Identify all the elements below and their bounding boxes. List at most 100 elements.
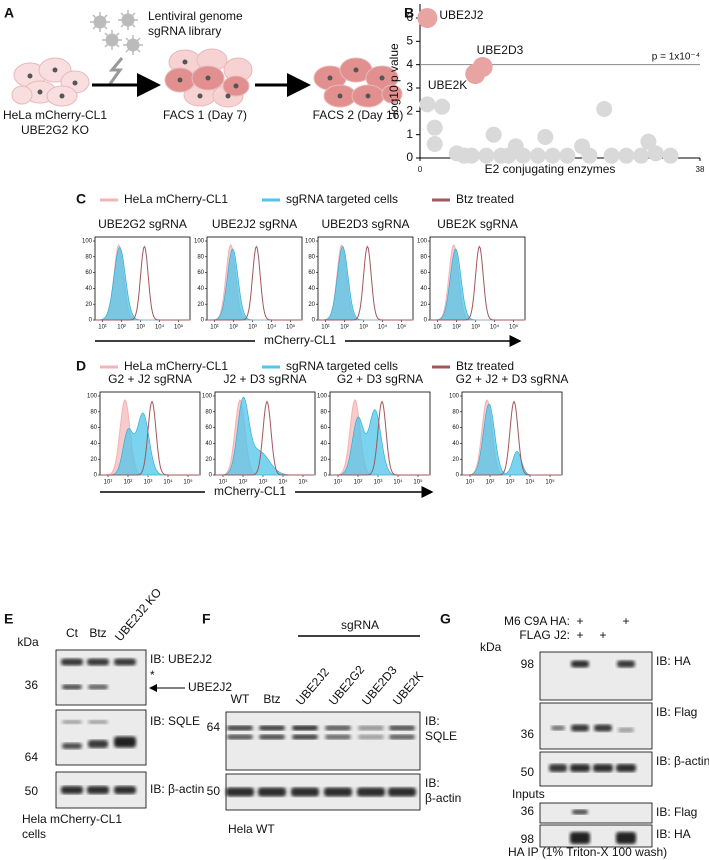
hist-x-tick-label: 10² xyxy=(486,480,495,486)
hist-x-tick-label: 10⁴ xyxy=(155,324,165,331)
hist-y-tick-label: 80 xyxy=(197,254,204,260)
label: IB: HA xyxy=(656,654,691,668)
kda-label: kDa xyxy=(17,635,39,649)
band xyxy=(258,787,286,797)
band xyxy=(259,725,285,731)
label: β-actin xyxy=(425,791,461,805)
legend-label: HeLa mCherry-CL1 xyxy=(124,359,228,373)
label-bg xyxy=(205,484,295,500)
hist-x-tick-label: 10² xyxy=(452,325,461,331)
y-axis-label: -log10 p value xyxy=(387,43,401,119)
hist-y-tick-label: 20 xyxy=(205,457,212,463)
label: Hela WT xyxy=(228,822,275,836)
histogram-curve xyxy=(330,400,430,476)
condition-label: FLAG J2: xyxy=(519,628,570,642)
legend-label: Btz treated xyxy=(456,359,514,373)
hist-x-tick-label: 10⁴ xyxy=(378,324,388,331)
label: HeLa mCherry-CL1 xyxy=(3,108,107,122)
hist-x-tick-label: 10¹ xyxy=(98,325,107,331)
hist-y-tick-label: 0 xyxy=(89,318,93,324)
hist-y-tick-label: 0 xyxy=(424,318,428,324)
label: IB: Flag xyxy=(656,805,697,819)
label: IB: β-actin xyxy=(656,754,709,768)
hist-y-tick-label: 100 xyxy=(317,394,328,400)
band xyxy=(114,736,136,748)
band xyxy=(358,725,384,731)
hist-y-tick-label: 80 xyxy=(85,254,92,260)
band xyxy=(616,764,636,772)
hist-y-tick-label: 40 xyxy=(205,441,212,447)
label: FACS 1 (Day 7) xyxy=(163,108,247,122)
histogram-title: UBE2G2 sgRNA xyxy=(98,217,187,231)
hist-y-tick-label: 40 xyxy=(85,286,92,292)
point xyxy=(618,147,635,164)
histogram-curve xyxy=(215,400,315,476)
histogram-curve xyxy=(100,400,200,476)
y-tick-label: 6 xyxy=(406,10,413,24)
hist-y-tick-label: 100 xyxy=(417,239,428,245)
histogram-title: UBE2K sgRNA xyxy=(437,217,518,231)
hist-x-tick-label: 10⁴ xyxy=(278,479,288,486)
label: IB: xyxy=(425,776,440,790)
y-tick-label: 5 xyxy=(406,34,413,48)
point xyxy=(596,101,613,117)
band xyxy=(259,734,285,740)
label: IB: xyxy=(425,714,440,728)
hist-x-tick-label: 10¹ xyxy=(104,480,113,486)
hist-x-tick-label: 10³ xyxy=(136,325,145,331)
band xyxy=(62,720,82,724)
hist-x-tick-label: 10⁴ xyxy=(267,324,277,331)
mw-marker: 50 xyxy=(25,784,39,798)
band xyxy=(571,660,589,668)
hist-x-tick-label: 10³ xyxy=(259,480,268,486)
histogram-title: G2 + D3 sgRNA xyxy=(337,372,423,386)
sign: + xyxy=(576,614,583,628)
y-tick-label: 4 xyxy=(406,57,413,71)
hist-y-tick-label: 0 xyxy=(324,473,328,479)
y-tick-label: 3 xyxy=(406,80,413,94)
hist-x-tick-label: 10¹ xyxy=(321,325,330,331)
hist-y-tick-label: 40 xyxy=(308,286,315,292)
highlight-point xyxy=(472,57,493,77)
label: * xyxy=(150,668,155,682)
band xyxy=(88,740,108,748)
legend-label: sgRNA targeted cells xyxy=(286,359,398,373)
lane-label: WT xyxy=(231,692,250,706)
band xyxy=(87,786,109,794)
hist-y-tick-label: 60 xyxy=(205,425,212,431)
hist-y-tick-label: 20 xyxy=(85,302,92,308)
hist-y-tick-label: 0 xyxy=(94,473,98,479)
point-label: UBE2D3 xyxy=(477,43,524,57)
band xyxy=(616,832,636,844)
mw-marker: 50 xyxy=(207,784,221,798)
hist-x-tick-label: 10² xyxy=(229,325,238,331)
band xyxy=(572,809,588,815)
mw-marker: 64 xyxy=(25,750,39,764)
band xyxy=(618,727,634,733)
lane-label: Btz xyxy=(263,692,280,706)
point xyxy=(529,147,546,164)
label: IB: UBE2J2 xyxy=(150,652,212,666)
band xyxy=(291,787,319,797)
hist-x-tick-label: 10¹ xyxy=(433,325,442,331)
hist-x-tick-label: 10⁵ xyxy=(174,324,184,331)
band xyxy=(388,787,416,797)
hist-x-tick-label: 10⁵ xyxy=(286,324,296,331)
histogram-curve xyxy=(95,245,190,321)
highlight-point xyxy=(417,8,438,28)
band xyxy=(227,734,253,740)
histogram-curve xyxy=(462,400,562,476)
virus-icons xyxy=(90,10,143,85)
blot xyxy=(225,711,421,771)
point xyxy=(603,147,620,164)
point xyxy=(478,147,495,164)
hist-y-tick-label: 100 xyxy=(194,239,205,245)
band xyxy=(88,720,108,724)
band xyxy=(357,787,385,797)
x-axis-label: E2 conjugating enzymes xyxy=(485,162,616,176)
hist-x-tick-label: 10² xyxy=(239,480,248,486)
hist-y-tick-label: 40 xyxy=(420,286,427,292)
histogram-title: G2 + J2 sgRNA xyxy=(108,372,192,386)
hist-x-tick-label: 10³ xyxy=(248,325,257,331)
